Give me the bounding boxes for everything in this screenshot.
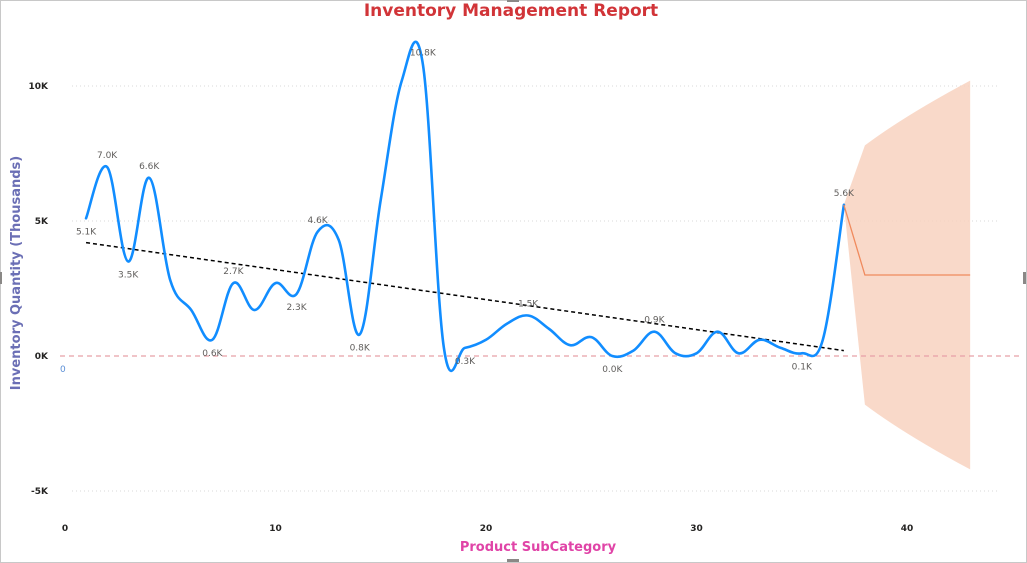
y-axis-label: Inventory Quantity (Thousands) [9,156,24,390]
data-label: 0.8K [350,343,371,353]
data-label: 5.1K [76,227,97,237]
data-label: 0.9K [644,316,665,326]
x-tick-label: 0 [62,524,68,534]
data-label: 6.6K [139,162,160,172]
data-label: 4.6K [307,216,328,226]
axis-ticks: 10K 5K 0K -5K 0 10 20 30 40 [29,82,914,534]
y-tick-label: 5K [35,217,49,227]
data-label: 5.6K [834,189,855,199]
x-tick-label: 40 [901,524,914,534]
y-tick-label: 10K [29,82,50,92]
x-tick-label: 20 [480,524,493,534]
x-tick-label: 30 [690,524,703,534]
data-label: 2.7K [223,267,244,277]
data-label: 3.5K [118,271,139,281]
chart-title: Inventory Management Report [364,1,658,21]
resize-handle-left[interactable] [0,272,2,284]
trend-line [85,241,844,352]
x-tick-label: 10 [269,524,282,534]
data-label: 0.1K [792,362,813,372]
data-label: 1.5K [518,300,539,310]
series-lines [84,40,846,373]
forecast-line-path [843,204,971,276]
series-line-0 [84,40,846,373]
data-label: 10.8K [410,48,437,58]
data-labels: 5.1K 7.0K 3.5K 6.6K 0.6K 2.7K 2.3K 4.6K 0.8K 10.8… [76,48,855,375]
data-label: 0.6K [202,349,223,359]
resize-handle-right[interactable] [1023,272,1026,284]
resize-handle-bottom[interactable] [507,559,519,562]
resize-handle-top[interactable] [507,0,519,2]
forecast-line [843,204,971,276]
gridlines [72,85,1000,492]
data-label: 0.0K [602,365,623,375]
y-tick-label: -5K [31,487,49,497]
x-axis-origin-label: 0 [60,365,66,375]
data-label: 0.3K [455,357,476,367]
data-label: 2.3K [286,303,307,313]
x-axis-label: Product SubCategory [460,540,617,555]
data-label: 7.0K [97,151,118,161]
y-tick-label: 0K [35,352,49,362]
trend-line-path [85,241,844,352]
